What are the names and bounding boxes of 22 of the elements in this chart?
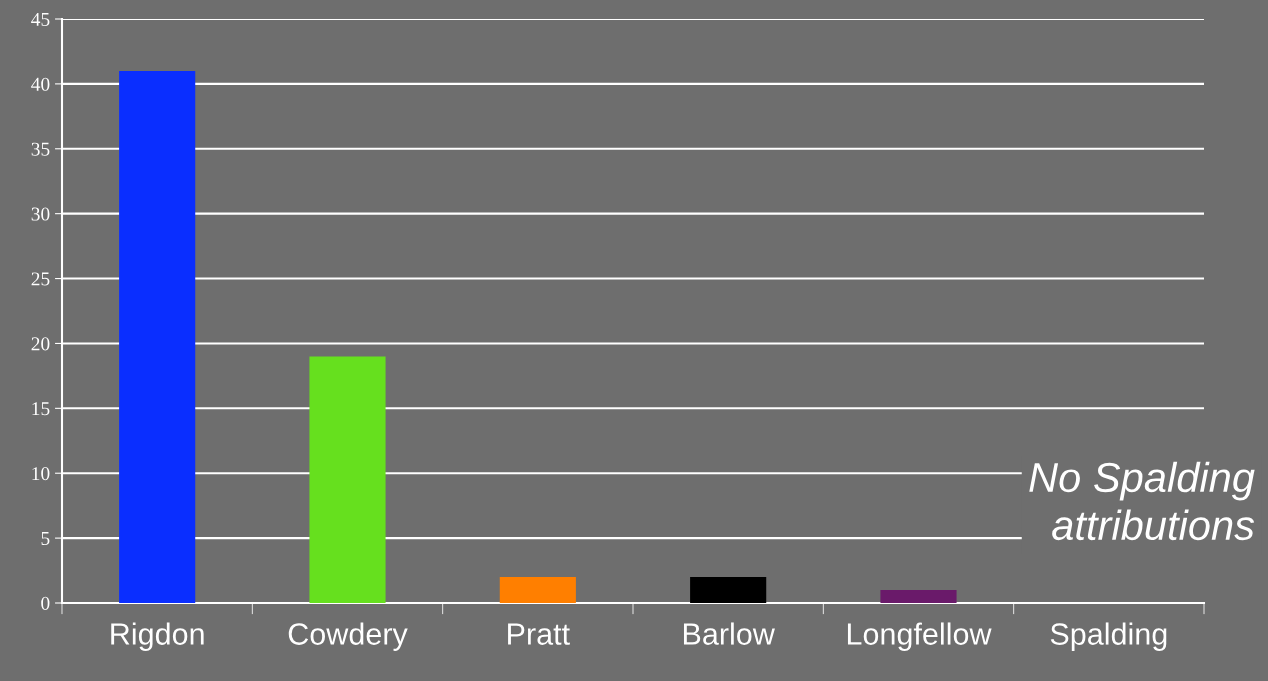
x-tick-label: Pratt [508, 623, 570, 645]
bar [119, 70, 196, 603]
y-tick-label: 45 [31, 12, 50, 26]
y-tick-label: 30 [31, 207, 50, 221]
y-tick-label: 10 [32, 467, 50, 481]
y-tick-label: 0 [41, 596, 50, 610]
annotation: No Spalding attributions [1029, 461, 1255, 541]
x-tick-label: Spalding [1050, 622, 1167, 651]
x-tick-label: Cowdery [288, 622, 408, 651]
bar [309, 356, 386, 603]
bar [880, 590, 957, 603]
x-tick-label: Longfellow [847, 622, 992, 651]
y-tick-label: 20 [31, 337, 50, 351]
x-tick-label: Barlow [683, 622, 775, 645]
bar [499, 577, 576, 603]
y-tick-label: 5 [41, 532, 50, 546]
y-tick-label: 35 [31, 142, 50, 156]
y-tick-label: 25 [31, 272, 50, 286]
bar [690, 577, 767, 603]
y-tick-label: 40 [31, 77, 50, 91]
y-tick-label: 15 [32, 402, 50, 416]
x-tick-label: Rigdon [111, 622, 204, 651]
